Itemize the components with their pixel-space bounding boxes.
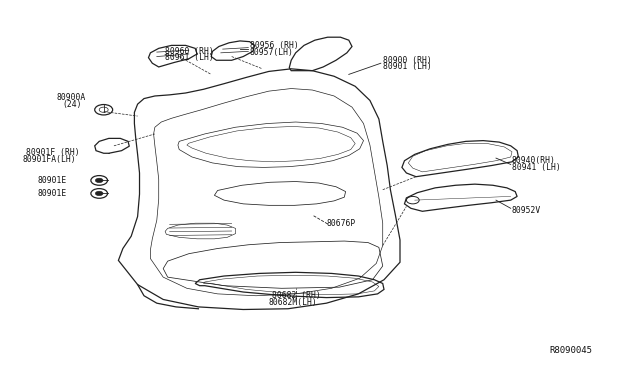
Text: 80961 (LH): 80961 (LH) [165, 53, 214, 62]
Text: 80676P: 80676P [326, 219, 356, 228]
Text: 80957(LH): 80957(LH) [250, 48, 294, 57]
Text: 80901F (RH): 80901F (RH) [26, 148, 79, 157]
Text: 80901E: 80901E [37, 189, 67, 198]
Text: R8090045: R8090045 [549, 346, 592, 355]
Text: 80901FA(LH): 80901FA(LH) [22, 155, 76, 164]
Text: 80956 (RH): 80956 (RH) [250, 41, 298, 50]
Circle shape [95, 178, 103, 183]
Text: 80682 (RH): 80682 (RH) [272, 291, 321, 300]
Text: 80682M(LH): 80682M(LH) [269, 298, 317, 307]
Text: 80941 (LH): 80941 (LH) [512, 163, 561, 172]
Text: 80900 (RH): 80900 (RH) [383, 56, 431, 65]
Text: (24): (24) [63, 100, 82, 109]
Text: 80901E: 80901E [37, 176, 67, 185]
Text: 80901 (LH): 80901 (LH) [383, 62, 431, 71]
Text: 80940(RH): 80940(RH) [512, 156, 556, 165]
Circle shape [95, 191, 103, 196]
Text: 80960 (RH): 80960 (RH) [165, 47, 214, 56]
Text: 80952V: 80952V [512, 206, 541, 215]
Text: 80900A: 80900A [56, 93, 86, 102]
